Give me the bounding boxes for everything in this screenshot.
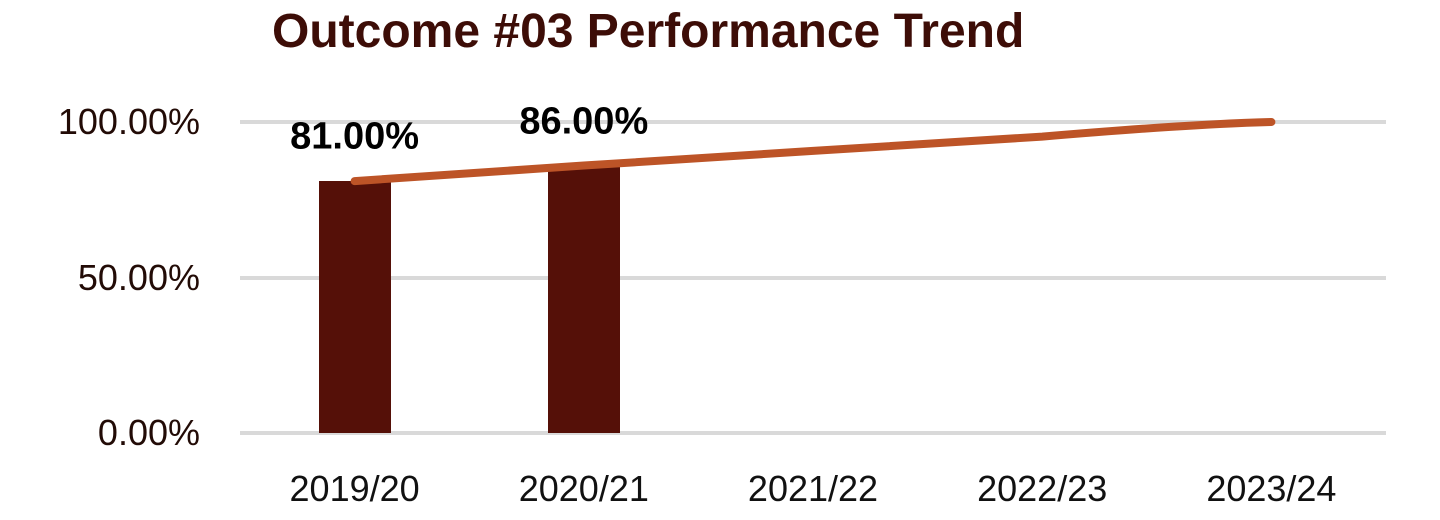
bar-2020-21 bbox=[547, 165, 620, 433]
gridline-50 bbox=[240, 275, 1386, 280]
y-axis-tick-label-100: 100.00% bbox=[57, 101, 200, 142]
x-axis-tick-label-2022-23: 2022/23 bbox=[977, 468, 1108, 509]
trend-line-path bbox=[350, 118, 1276, 186]
chart-title: Outcome #03 Performance Trend bbox=[272, 5, 1025, 58]
x-axis-tick-label-2020-21: 2020/21 bbox=[518, 468, 649, 509]
data-label-2020-21: 86.00% bbox=[519, 100, 649, 143]
x-axis-tick-label-2021-22: 2021/22 bbox=[747, 468, 879, 509]
bar-2019-20 bbox=[318, 181, 391, 433]
x-axis-tick-label-2019-20: 2019/20 bbox=[289, 468, 420, 509]
gridline-0 bbox=[240, 431, 1386, 435]
y-axis-tick-label-0: 0.00% bbox=[97, 412, 200, 453]
y-axis-tick-label-50: 50.00% bbox=[77, 256, 200, 298]
data-label-2019-20: 81.00% bbox=[290, 115, 420, 158]
x-axis-tick-label-2023-24: 2023/24 bbox=[1206, 468, 1337, 509]
